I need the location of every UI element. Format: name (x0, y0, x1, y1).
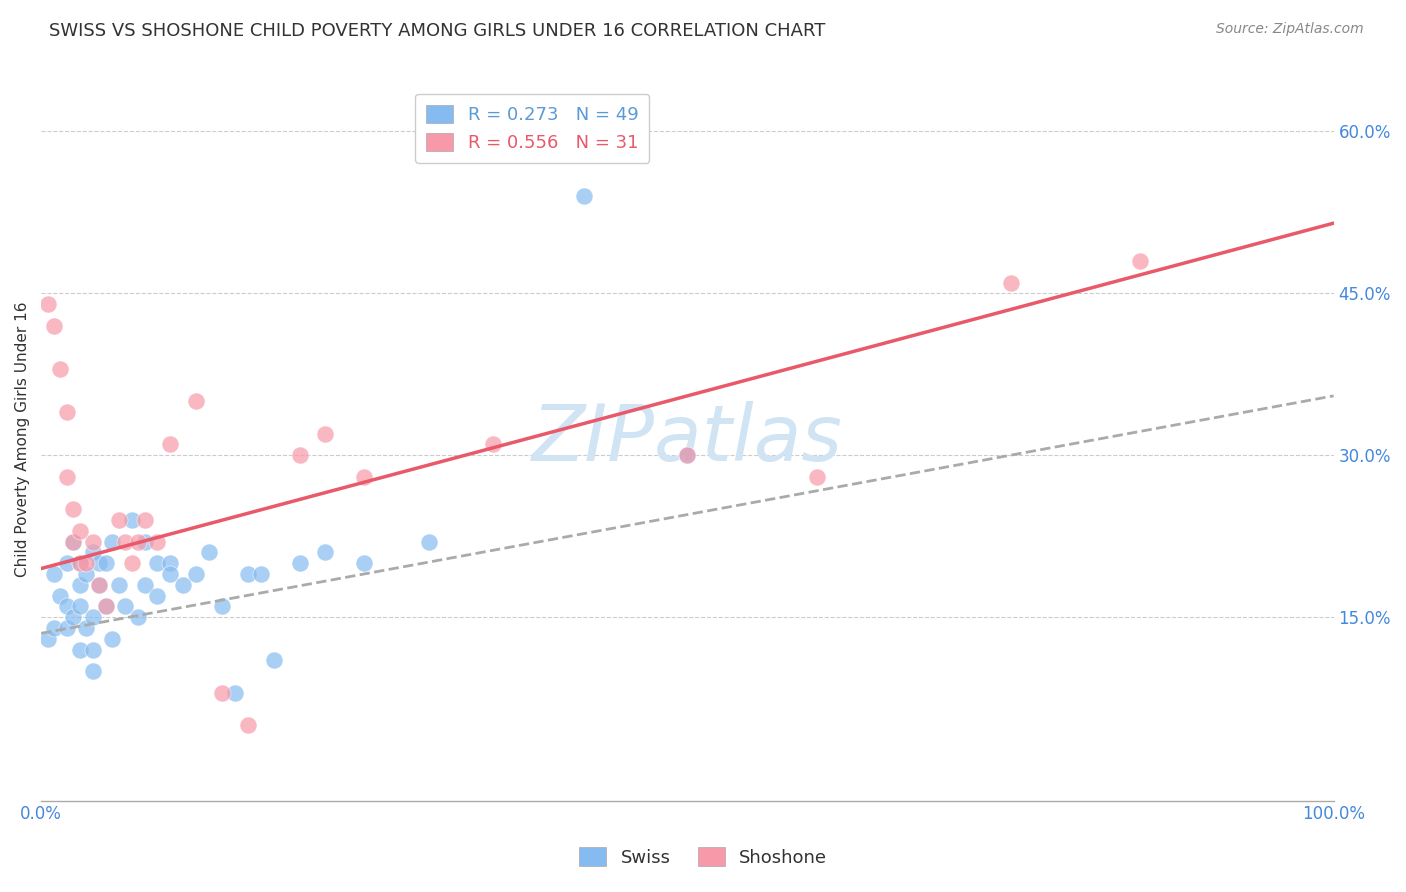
Point (1000, 276, 1022, 290)
Point (82, 545, 104, 559)
Point (49, 589, 72, 603)
Point (49, 362, 72, 376)
Point (75, 556, 97, 570)
Point (89, 578, 111, 592)
Point (127, 534, 149, 549)
Point (94, 599, 117, 614)
Point (82, 534, 104, 549)
Point (69, 642, 91, 657)
Point (353, 556, 375, 570)
Point (107, 578, 129, 592)
Point (288, 556, 311, 570)
Point (69, 556, 91, 570)
Point (211, 599, 233, 614)
Point (69, 578, 91, 592)
Point (114, 534, 136, 549)
Point (236, 566, 259, 581)
Point (121, 513, 143, 527)
Point (56, 621, 79, 635)
Point (37, 297, 59, 311)
Point (56, 470, 79, 484)
Point (418, 534, 440, 549)
Point (75, 621, 97, 635)
Point (42, 566, 65, 581)
Point (69, 556, 91, 570)
Text: SWISS VS SHOSHONE CHILD POVERTY AMONG GIRLS UNDER 16 CORRELATION CHART: SWISS VS SHOSHONE CHILD POVERTY AMONG GI… (49, 22, 825, 40)
Point (75, 566, 97, 581)
Point (146, 534, 169, 549)
Point (94, 556, 117, 570)
Y-axis label: Child Poverty Among Girls Under 16: Child Poverty Among Girls Under 16 (15, 301, 30, 577)
Point (56, 556, 79, 570)
Legend: Swiss, Shoshone: Swiss, Shoshone (572, 840, 834, 874)
Point (236, 718, 259, 732)
Point (42, 621, 65, 635)
Point (806, 470, 828, 484)
Point (101, 632, 124, 646)
Point (121, 556, 143, 570)
Point (94, 599, 117, 614)
Point (134, 578, 156, 592)
Point (127, 610, 149, 624)
Point (186, 566, 208, 581)
Point (159, 437, 181, 451)
Text: ZIPatlas: ZIPatlas (531, 401, 842, 477)
Point (676, 448, 699, 462)
Point (159, 556, 181, 570)
Point (62, 610, 84, 624)
Point (172, 578, 194, 592)
Point (37, 632, 59, 646)
Point (146, 556, 169, 570)
Point (101, 534, 124, 549)
Legend: R = 0.273   N = 49, R = 0.556   N = 31: R = 0.273 N = 49, R = 0.556 N = 31 (415, 94, 650, 163)
Text: Source: ZipAtlas.com: Source: ZipAtlas.com (1216, 22, 1364, 37)
Point (288, 448, 311, 462)
Point (314, 545, 336, 559)
Point (134, 513, 156, 527)
Point (56, 405, 79, 419)
Point (62, 534, 84, 549)
Point (353, 470, 375, 484)
Point (42, 318, 65, 333)
Point (89, 556, 111, 570)
Point (250, 566, 273, 581)
Point (69, 524, 91, 538)
Point (82, 664, 104, 678)
Point (62, 534, 84, 549)
Point (676, 448, 699, 462)
Point (1129, 254, 1152, 268)
Point (198, 545, 221, 559)
Point (114, 599, 136, 614)
Point (69, 599, 91, 614)
Point (82, 642, 104, 657)
Point (107, 513, 129, 527)
Point (224, 686, 246, 700)
Point (159, 566, 181, 581)
Point (89, 578, 111, 592)
Point (482, 437, 505, 451)
Point (263, 653, 285, 667)
Point (56, 599, 79, 614)
Point (134, 534, 156, 549)
Point (186, 394, 208, 409)
Point (82, 610, 104, 624)
Point (211, 686, 233, 700)
Point (572, 189, 595, 203)
Point (314, 426, 336, 441)
Point (146, 589, 169, 603)
Point (62, 502, 84, 516)
